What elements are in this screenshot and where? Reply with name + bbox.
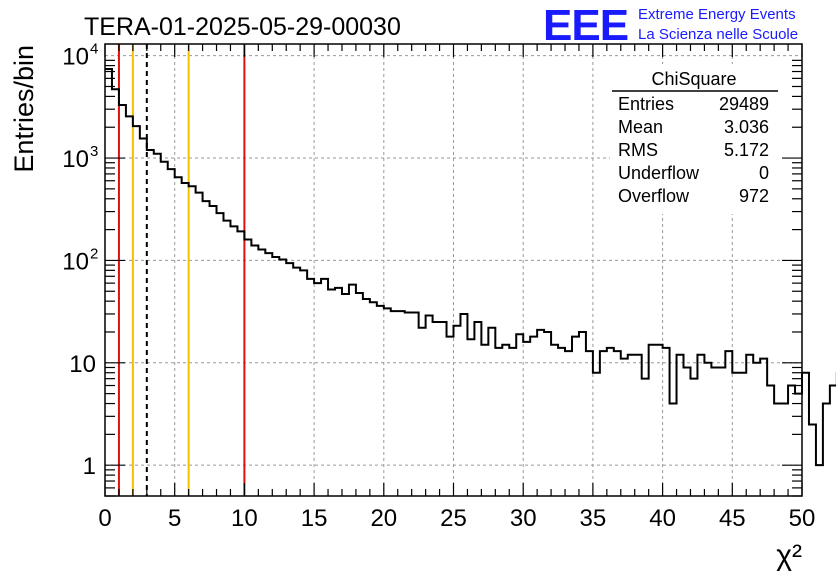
stats-value-rms: 5.172 xyxy=(724,140,769,160)
x-tick-label: 50 xyxy=(789,505,816,532)
x-tick-labels: 0 5 10 15 20 25 30 35 40 45 50 xyxy=(98,505,815,532)
axis-ticks xyxy=(104,44,803,497)
stats-label-underflow: Underflow xyxy=(618,163,700,183)
stats-label-rms: RMS xyxy=(618,140,658,160)
y-tick-exponent: 4 xyxy=(90,41,98,58)
x-tick-label: 35 xyxy=(580,505,607,532)
stats-box-background xyxy=(610,64,780,214)
stats-box-title: ChiSquare xyxy=(651,69,736,89)
stats-value-entries: 29489 xyxy=(719,94,769,114)
x-tick-label: 40 xyxy=(649,505,676,532)
histogram-line xyxy=(105,68,836,467)
stats-label-overflow: Overflow xyxy=(618,186,690,206)
y-tick-label: 10 xyxy=(62,248,89,275)
x-tick-label: 20 xyxy=(370,505,397,532)
x-tick-label: 15 xyxy=(301,505,328,532)
y-tick-label: 10 xyxy=(69,351,96,378)
stats-value-underflow: 0 xyxy=(759,163,769,183)
stats-value-mean: 3.036 xyxy=(724,117,769,137)
y-tick-label: 10 xyxy=(62,44,89,71)
threshold-lines xyxy=(117,44,246,496)
brand-line-2: La Scienza nelle Scuole xyxy=(638,26,798,43)
x-tick-label: 5 xyxy=(168,505,181,532)
stats-value-overflow: 972 xyxy=(739,186,769,206)
x-axis-label: χ² xyxy=(776,539,802,572)
stats-label-mean: Mean xyxy=(618,117,663,137)
y-tick-label: 10 xyxy=(62,146,89,173)
stats-box: ChiSquare Entries 29489 Mean 3.036 RMS 5… xyxy=(610,64,780,214)
y-axis-label: Entries/bin xyxy=(9,45,39,173)
brand-line-1: Extreme Energy Events xyxy=(638,6,796,23)
y-tick-exponent: 3 xyxy=(90,143,98,160)
eee-logo-text: EEE xyxy=(543,1,628,50)
y-tick-exponent: 2 xyxy=(90,245,98,262)
stats-label-entries: Entries xyxy=(618,94,674,114)
x-tick-label: 30 xyxy=(510,505,537,532)
x-tick-label: 0 xyxy=(98,505,111,532)
run-title: TERA-01-2025-05-29-00030 xyxy=(84,13,401,41)
x-tick-label: 25 xyxy=(440,505,467,532)
y-tick-label: 1 xyxy=(83,453,96,480)
x-tick-label: 45 xyxy=(719,505,746,532)
x-tick-label: 10 xyxy=(231,505,258,532)
eee-logo: EEE xyxy=(543,1,629,50)
